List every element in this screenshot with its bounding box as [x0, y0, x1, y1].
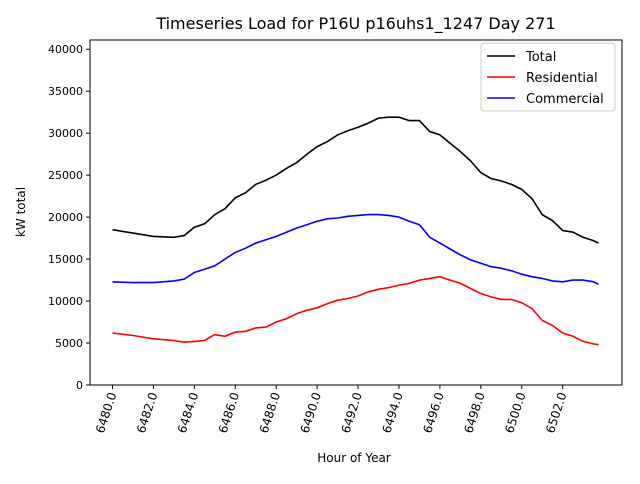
x-tick-label: 6494.0 [380, 391, 406, 435]
y-tick-label: 25000 [48, 169, 83, 182]
y-tick-label: 0 [76, 379, 83, 392]
x-tick-label: 6500.0 [502, 391, 528, 435]
y-tick-label: 10000 [48, 295, 83, 308]
x-tick-label: 6484.0 [175, 391, 201, 435]
y-tick-label: 15000 [48, 253, 83, 266]
series-line-commercial [112, 213, 599, 286]
y-tick-label: 5000 [55, 337, 83, 350]
plot-area-frame [89, 39, 623, 386]
x-tick-label: 6502.0 [543, 391, 569, 435]
legend: Total Residential Commercial [480, 42, 616, 112]
legend-label-total: Total [525, 50, 556, 65]
x-tick-label: 6480.0 [93, 391, 119, 435]
legend-label-commercial: Commercial [526, 92, 604, 107]
x-axis-label: Hour of Year [317, 451, 391, 465]
series-line-residential [112, 275, 599, 346]
x-tick-label: 6482.0 [134, 391, 160, 435]
y-axis-label: kW total [14, 187, 28, 237]
y-tick-label: 40000 [48, 43, 83, 56]
x-tick-label: 6498.0 [461, 391, 487, 435]
x-tick-label: 6486.0 [216, 391, 242, 435]
y-tick-label: 30000 [48, 127, 83, 140]
y-tick-label: 35000 [48, 85, 83, 98]
y-tick-label: 20000 [48, 211, 83, 224]
x-tick-label: 6492.0 [339, 391, 365, 435]
series-line-total [112, 116, 599, 244]
x-tick-label: 6488.0 [257, 391, 283, 435]
chart-title: Timeseries Load for P16U p16uhs1_1247 Da… [155, 14, 555, 34]
legend-label-residential: Residential [526, 71, 598, 86]
x-tick-label: 6490.0 [298, 391, 324, 435]
x-tick-label: 6496.0 [420, 391, 446, 435]
